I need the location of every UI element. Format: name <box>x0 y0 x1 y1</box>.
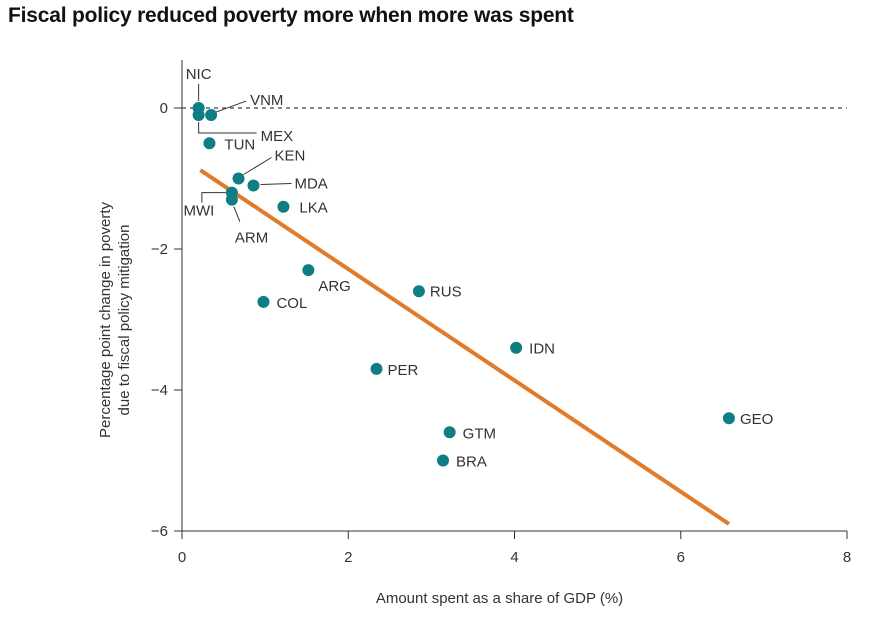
y-tick-label: −6 <box>151 523 168 540</box>
point-label-vnm: VNM <box>250 92 283 109</box>
data-point-arm <box>225 193 238 206</box>
data-point-geo <box>722 412 735 425</box>
leader-line-arm <box>233 206 241 222</box>
point-label-mda: MDA <box>294 176 327 193</box>
leader-line-mda <box>260 183 292 186</box>
y-axis-label: Percentage point change in poverty due to… <box>97 202 133 438</box>
data-point-mda <box>247 179 260 192</box>
x-axis-label: Amount spent as a share of GDP (%) <box>376 590 623 607</box>
data-point-idn <box>510 341 523 354</box>
point-label-tun: TUN <box>224 136 255 153</box>
point-label-geo: GEO <box>740 411 773 428</box>
trend-line-group <box>199 168 731 526</box>
y-tick-label: 0 <box>160 100 168 117</box>
point-label-per: PER <box>388 362 419 379</box>
point-label-col: COL <box>276 295 307 312</box>
point-label-lka: LKA <box>299 200 327 217</box>
data-point-rus <box>412 285 425 298</box>
data-point-bra <box>437 454 450 467</box>
point-label-mex: MEX <box>261 128 294 145</box>
leader-lines <box>198 84 292 222</box>
data-point-mex <box>192 109 205 122</box>
x-tick-label: 8 <box>843 549 851 566</box>
data-points <box>192 102 735 467</box>
data-point-col <box>257 295 270 308</box>
leader-line-mex <box>198 122 257 134</box>
x-tick-label: 4 <box>510 549 518 566</box>
point-label-mwi: MWI <box>183 203 214 220</box>
point-label-arg: ARG <box>318 278 351 295</box>
point-label-nic: NIC <box>186 66 212 83</box>
y-axis-label-line: due to fiscal policy mitigation <box>116 225 133 416</box>
point-label-idn: IDN <box>529 341 555 358</box>
data-point-vnm <box>205 109 218 122</box>
leader-line-ken <box>243 157 272 175</box>
data-point-tun <box>203 137 216 150</box>
data-point-gtm <box>443 426 456 439</box>
point-labels: NIC VNM MEX TUN KEN MDA MWI ARM LKA ARG COL RUS IDN P… <box>183 66 773 471</box>
y-tick-label: −2 <box>151 241 168 258</box>
data-point-lka <box>277 200 290 213</box>
leader-line-vnm <box>215 100 247 113</box>
data-point-per <box>370 362 383 375</box>
x-tick-label: 6 <box>677 549 685 566</box>
axes: 0 −2 −4 −6 0 2 4 6 8 Amount spent as a share of G… <box>97 60 851 607</box>
data-point-arg <box>302 264 315 277</box>
point-label-rus: RUS <box>430 283 462 300</box>
point-label-bra: BRA <box>456 454 487 471</box>
trend-line <box>199 168 731 526</box>
y-tick-label: −4 <box>151 382 168 399</box>
point-label-gtm: GTM <box>463 425 496 442</box>
x-tick-label: 0 <box>178 549 186 566</box>
data-point-ken <box>232 172 245 185</box>
leader-line-mwi <box>201 192 226 203</box>
point-label-ken: KEN <box>275 148 306 165</box>
chart-title: Fiscal policy reduced poverty more when … <box>8 4 574 27</box>
x-tick-label: 2 <box>344 549 352 566</box>
y-axis-label-line: Percentage point change in poverty <box>97 202 114 438</box>
point-label-arm: ARM <box>235 230 268 247</box>
